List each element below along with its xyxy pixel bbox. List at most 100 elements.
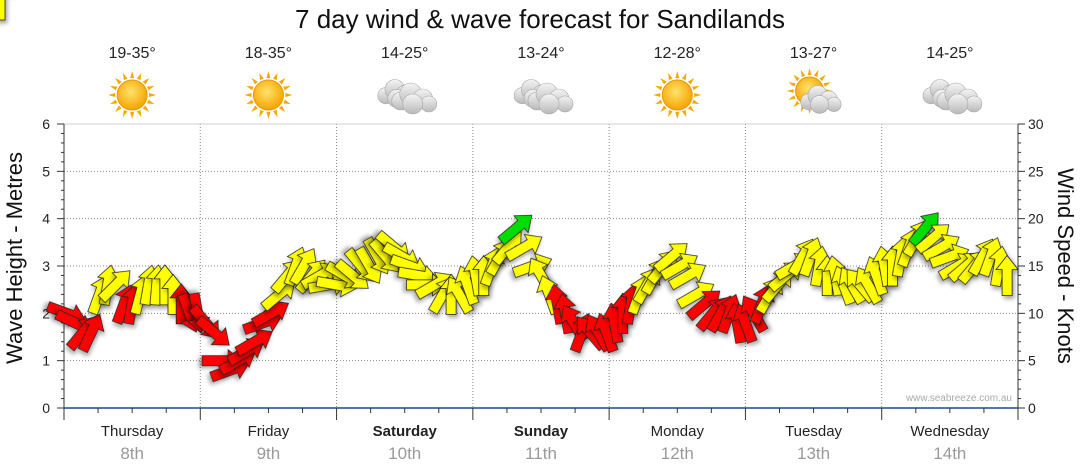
cloudy-icon — [922, 79, 983, 115]
sun-ray — [115, 78, 122, 85]
sun-ray — [655, 85, 663, 91]
sun-ray — [807, 68, 812, 76]
sun-ray — [692, 99, 700, 105]
day-label: Thursday — [101, 423, 164, 440]
cloud-puff — [965, 95, 983, 113]
sun-ray — [108, 92, 116, 98]
sun-ray — [266, 71, 271, 79]
day-label: Friday — [248, 423, 290, 440]
wind-arrow — [504, 234, 543, 262]
right-tick-label: 30 — [1028, 116, 1044, 132]
right-axis-title: Wind Speed - Knots — [1053, 168, 1078, 364]
sun-ray — [793, 100, 800, 108]
right-tick-label: 0 — [1028, 400, 1036, 416]
right-tick-label: 15 — [1028, 258, 1044, 274]
day-label: Monday — [651, 423, 705, 440]
credit-text: www.seabreeze.com.au — [905, 393, 1012, 404]
wind-arrow — [194, 315, 230, 346]
day-date: 14th — [933, 444, 966, 463]
left-tick-label: 0 — [42, 400, 50, 416]
day-label: Wednesday — [910, 423, 989, 440]
right-tick-label: 10 — [1028, 305, 1044, 321]
sun-ray — [244, 92, 252, 98]
sun-ray — [660, 105, 667, 112]
sun-ray — [800, 69, 806, 78]
sun-ray — [278, 105, 286, 112]
wind-arrow — [995, 254, 1019, 296]
wind-arrow — [667, 262, 707, 291]
day-date: 8th — [120, 444, 144, 463]
sun-ray — [115, 105, 122, 112]
sun-disc — [661, 79, 693, 111]
temperature-range: 13-27° — [790, 45, 837, 62]
sun-ray — [130, 71, 135, 79]
sun-ray — [788, 82, 796, 87]
sun-ray — [655, 99, 663, 105]
left-tick-label: 2 — [42, 305, 50, 321]
sun-ray — [788, 95, 796, 100]
sun-disc — [116, 79, 148, 111]
sun-ray — [136, 109, 142, 118]
sun-ray — [109, 85, 118, 91]
wind-arrow — [497, 214, 533, 246]
sun-ray — [266, 111, 271, 119]
sun-ray — [653, 92, 661, 98]
sun-ray — [149, 92, 157, 98]
right-tick-label: 20 — [1028, 211, 1044, 227]
sun-ray — [122, 72, 128, 81]
sun-ray — [786, 89, 794, 93]
wind-arrow — [77, 313, 105, 354]
sun-ray — [660, 78, 667, 85]
left-tick-label: 4 — [42, 211, 50, 227]
sun-ray — [687, 105, 695, 112]
temperature-range: 14-25° — [926, 45, 973, 62]
partly-cloudy-icon — [786, 68, 842, 114]
sun-ray — [793, 74, 800, 82]
sun-ray — [109, 99, 118, 105]
sun-ray — [694, 92, 702, 98]
sunny-icon — [653, 71, 702, 119]
day-label: Sunday — [514, 423, 569, 440]
sunny-icon — [244, 71, 293, 119]
sun-ray — [668, 109, 673, 118]
left-tick-label: 3 — [42, 258, 50, 274]
wind-arrow — [0, 0, 6, 21]
left-axis-title: Wave Height - Metres — [2, 152, 27, 364]
cloudy-icon — [513, 79, 574, 115]
left-tick-label: 5 — [42, 163, 50, 179]
temperature-range: 12-28° — [654, 45, 701, 62]
day-date: 9th — [257, 444, 281, 463]
day-date: 10th — [388, 444, 421, 463]
cloud-puff — [402, 93, 424, 115]
day-date: 11th — [525, 444, 557, 463]
sun-ray — [681, 72, 687, 81]
sun-ray — [283, 85, 291, 91]
sun-ray — [146, 85, 155, 91]
sun-ray — [813, 69, 819, 78]
cloud-puff — [810, 95, 829, 114]
sun-ray — [278, 78, 286, 85]
right-tick-label: 5 — [1028, 353, 1036, 369]
sun-ray — [675, 71, 680, 79]
sun-ray — [259, 109, 264, 118]
cloud-puff — [420, 95, 438, 113]
sunny-icon — [108, 71, 157, 119]
temperature-range: 19-35° — [108, 45, 155, 62]
sun-ray — [146, 99, 155, 105]
sun-ray — [687, 78, 695, 85]
sun-ray — [823, 82, 831, 87]
cloud-puff — [947, 93, 969, 115]
day-date: 13th — [797, 444, 830, 463]
day-label: Tuesday — [785, 423, 842, 440]
sun-ray — [675, 111, 680, 119]
sun-ray — [259, 72, 264, 81]
left-tick-label: 1 — [42, 353, 50, 369]
sun-ray — [142, 78, 150, 85]
sun-ray — [130, 111, 135, 119]
sun-ray — [136, 72, 142, 81]
sun-disc — [252, 79, 284, 111]
sun-ray — [681, 109, 687, 118]
sun-ray — [285, 92, 293, 98]
sun-ray — [251, 78, 258, 85]
